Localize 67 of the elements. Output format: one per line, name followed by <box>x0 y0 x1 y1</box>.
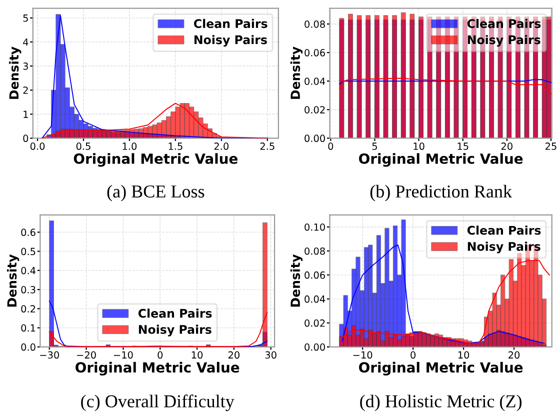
legend-label: Noisy Pairs <box>468 35 540 47</box>
x-tick-label: 2.5 <box>260 142 274 150</box>
x-tick-label: 10 <box>414 142 424 150</box>
y-tick-label: 0.5 <box>21 248 36 256</box>
x-tick-label: 10 <box>192 351 203 359</box>
y-axis-title: Density <box>6 254 20 307</box>
x-tick-label: −20 <box>77 351 96 359</box>
legend-label: Clean Pairs <box>138 308 212 318</box>
y-tick-label: 4 <box>23 38 28 46</box>
x-tick-label: 0.5 <box>76 142 90 150</box>
y-tick-label: 0.2 <box>21 305 36 313</box>
y-tick-label: 0.3 <box>21 286 36 294</box>
x-tick-label: 20 <box>501 142 512 150</box>
y-tick-label: 2 <box>23 86 28 94</box>
y-tick-label: 5 <box>23 14 28 22</box>
y-tick-label: 0.06 <box>304 271 325 279</box>
x-tick-label: 1.5 <box>168 142 182 150</box>
y-axis-title: Density <box>290 254 303 307</box>
legend-label: Clean Pairs <box>194 18 268 28</box>
y-tick-label: 0.04 <box>304 295 326 303</box>
y-axis-title: Density <box>8 46 22 99</box>
y-tick-label: 3 <box>23 62 28 70</box>
x-tick-label: 0 <box>158 351 163 359</box>
y-tick-label: 0.6 <box>21 228 36 236</box>
y-tick-label: 0.00 <box>304 343 325 351</box>
legend-label: Noisy Pairs <box>138 324 212 336</box>
x-tick-label: 0.0 <box>30 142 45 150</box>
legend-label: Noisy Pairs <box>194 35 267 47</box>
text: (a) BCE Loss <box>107 184 204 202</box>
legend-label: Clean Pairs <box>467 226 541 235</box>
y-tick-label: 0.0 <box>21 343 36 351</box>
x-tick-label: 2.0 <box>214 142 229 150</box>
x-tick-label: 15 <box>458 142 468 150</box>
x-tick-label: −30 <box>40 351 60 359</box>
x-tick-label: 0 <box>410 351 416 359</box>
x-axis-title: Original Metric Value <box>76 362 240 376</box>
y-tick-label: 0.08 <box>304 247 325 255</box>
legend-label: Clean Pairs <box>467 18 541 28</box>
y-tick-label: 0.1 <box>21 324 36 332</box>
y-tick-label: 0.02 <box>304 319 325 327</box>
y-tick-label: 0.08 <box>304 20 325 28</box>
x-axis-title: Original Metric Value <box>359 362 523 376</box>
y-tick-label: 1 <box>24 110 28 118</box>
x-tick-label: 20 <box>228 351 240 359</box>
x-tick-label: 0 <box>328 142 334 150</box>
y-tick-label: 0.06 <box>304 49 325 56</box>
x-tick-label: 5 <box>372 142 377 150</box>
x-axis-title: Original Metric Value <box>74 153 238 167</box>
legend-label: Noisy Pairs <box>468 242 540 254</box>
x-tick-label: −10 <box>114 351 133 359</box>
x-tick-label: 1.0 <box>122 142 137 150</box>
y-tick-label: 0.04 <box>304 78 326 85</box>
text: (c) Overall Difficulty <box>81 394 234 412</box>
y-tick-label: 0 <box>23 134 28 142</box>
text: (d) Holistic Metric (Z) <box>360 394 522 412</box>
x-tick-label: 20 <box>508 351 520 359</box>
text: (b) Prediction Rank <box>370 184 512 202</box>
x-axis-title: Original Metric Value <box>359 153 523 167</box>
x-tick-label: 25 <box>546 142 556 150</box>
y-tick-label: 0.10 <box>304 223 325 231</box>
x-tick-label: 30 <box>265 351 276 359</box>
y-tick-label: 0.02 <box>304 106 325 114</box>
y-tick-label: 0.4 <box>21 266 36 274</box>
x-tick-label: −10 <box>353 351 372 359</box>
y-tick-label: 0.00 <box>304 134 325 142</box>
x-tick-label: 10 <box>458 351 470 359</box>
y-axis-title: Density <box>290 46 303 99</box>
